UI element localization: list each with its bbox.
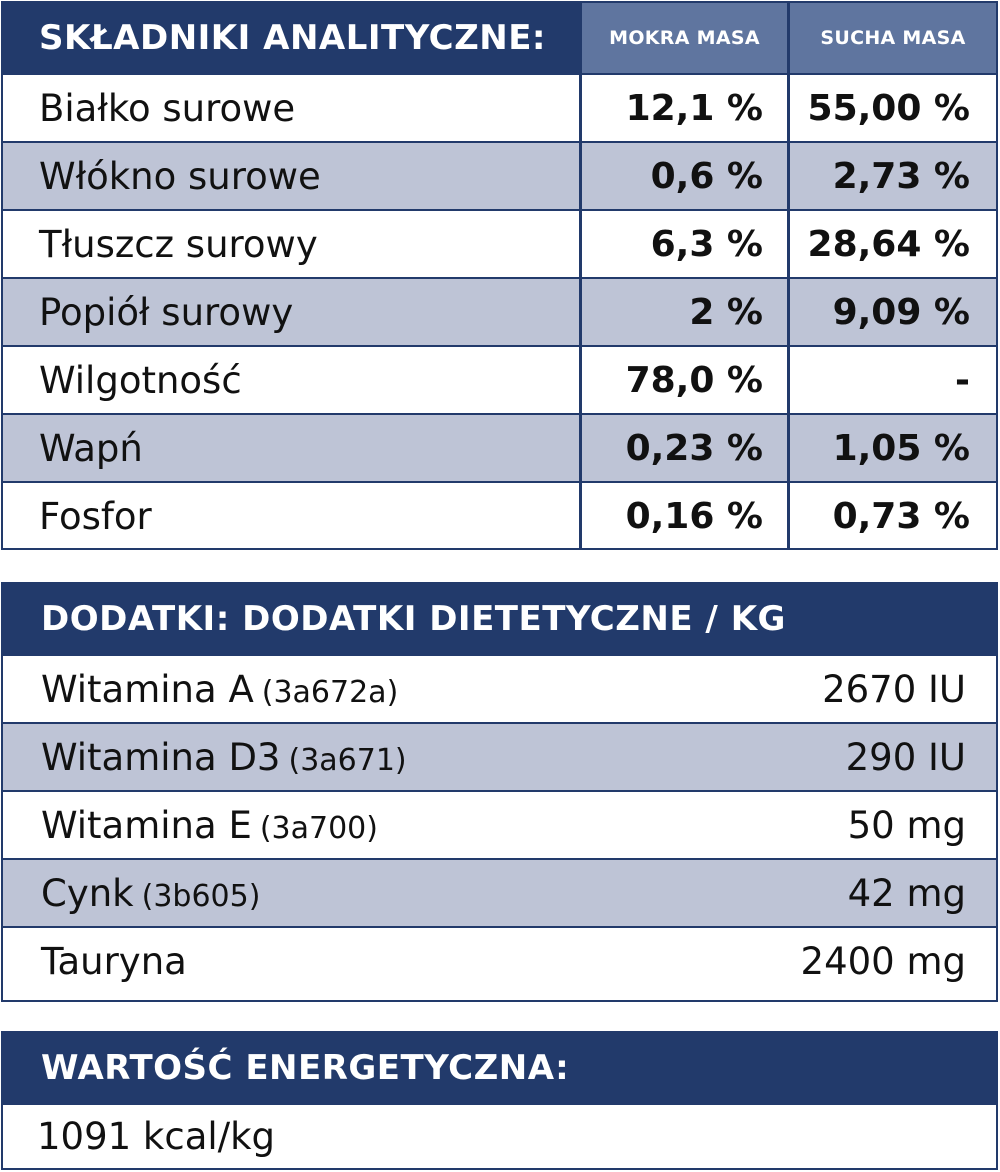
dry-mass-value: - bbox=[787, 347, 996, 413]
constituent-name: Białko surowe bbox=[39, 86, 296, 130]
dry-mass-value: 55,00 % bbox=[787, 75, 996, 141]
constituent-name: Tłuszcz surowy bbox=[39, 222, 318, 266]
additive-label: Cynk (3b605) bbox=[41, 872, 260, 915]
wet-mass-value: 0,6 % bbox=[579, 143, 787, 209]
table-row: Witamina A (3a672a) 2670 IU bbox=[3, 654, 996, 722]
additive-value: 290 IU bbox=[845, 735, 966, 779]
additive-label: Tauryna bbox=[41, 940, 195, 983]
wet-mass-value: 12,1 % bbox=[579, 75, 787, 141]
dry-mass-value: 9,09 % bbox=[787, 279, 996, 345]
constituent-name: Wapń bbox=[39, 426, 143, 470]
additive-code: (3a671) bbox=[288, 742, 407, 778]
table-row: Włókno surowe 0,6 % 2,73 % bbox=[3, 141, 996, 209]
constituent-name: Fosfor bbox=[39, 494, 152, 538]
wet-mass-value: 78,0 % bbox=[579, 347, 787, 413]
additive-name: Witamina D3 bbox=[41, 735, 281, 779]
energy-value-table: WARTOŚĆ ENERGETYCZNA: 1091 kcal/kg bbox=[1, 1031, 998, 1170]
additive-code: (3a700) bbox=[259, 810, 378, 846]
energy-table-title: WARTOŚĆ ENERGETYCZNA: bbox=[3, 1033, 996, 1103]
additive-name: Tauryna bbox=[41, 939, 187, 983]
constituent-name: Włókno surowe bbox=[39, 154, 321, 198]
dry-mass-value: 0,73 % bbox=[787, 483, 996, 549]
column-header-dry-mass: SUCHA MASA bbox=[787, 3, 996, 73]
additive-value: 50 mg bbox=[847, 803, 966, 847]
additive-value: 2670 IU bbox=[822, 667, 966, 711]
table-row: Tłuszcz surowy 6,3 % 28,64 % bbox=[3, 209, 996, 277]
table-row: Wilgotność 78,0 % - bbox=[3, 345, 996, 413]
column-header-wet-mass: MOKRA MASA bbox=[579, 3, 787, 73]
dry-mass-value: 28,64 % bbox=[787, 211, 996, 277]
additive-code: (3a672a) bbox=[261, 674, 399, 710]
table-row: Białko surowe 12,1 % 55,00 % bbox=[3, 73, 996, 141]
table-row: Tauryna 2400 mg bbox=[3, 926, 996, 994]
analytical-table-header: SKŁADNIKI ANALITYCZNE: MOKRA MASA SUCHA … bbox=[3, 3, 996, 73]
additive-code: (3b605) bbox=[141, 878, 261, 914]
additive-label: Witamina E (3a700) bbox=[41, 804, 378, 847]
table-row: Witamina D3 (3a671) 290 IU bbox=[3, 722, 996, 790]
wet-mass-value: 2 % bbox=[579, 279, 787, 345]
table-row: Cynk (3b605) 42 mg bbox=[3, 858, 996, 926]
wet-mass-value: 0,23 % bbox=[579, 415, 787, 481]
table-row: Wapń 0,23 % 1,05 % bbox=[3, 413, 996, 481]
table-row: Witamina E (3a700) 50 mg bbox=[3, 790, 996, 858]
additive-value: 42 mg bbox=[847, 871, 966, 915]
additive-label: Witamina A (3a672a) bbox=[41, 668, 398, 711]
dry-mass-value: 1,05 % bbox=[787, 415, 996, 481]
additive-name: Witamina A bbox=[41, 667, 254, 711]
additives-table: DODATKI: DODATKI DIETETYCZNE / KG Witami… bbox=[1, 582, 998, 1002]
table-row: Popiół surowy 2 % 9,09 % bbox=[3, 277, 996, 345]
constituent-name: Popiół surowy bbox=[39, 290, 294, 334]
analytical-constituents-table: SKŁADNIKI ANALITYCZNE: MOKRA MASA SUCHA … bbox=[1, 1, 998, 550]
additive-label: Witamina D3 (3a671) bbox=[41, 736, 407, 779]
wet-mass-value: 6,3 % bbox=[579, 211, 787, 277]
energy-value: 1091 kcal/kg bbox=[3, 1103, 996, 1168]
wet-mass-value: 0,16 % bbox=[579, 483, 787, 549]
analytical-table-title: SKŁADNIKI ANALITYCZNE: bbox=[39, 18, 547, 58]
table-row: Fosfor 0,16 % 0,73 % bbox=[3, 481, 996, 549]
additive-name: Cynk bbox=[41, 871, 134, 915]
additive-value: 2400 mg bbox=[800, 939, 966, 983]
additive-name: Witamina E bbox=[41, 803, 252, 847]
constituent-name: Wilgotność bbox=[39, 358, 242, 402]
additives-table-title: DODATKI: DODATKI DIETETYCZNE / KG bbox=[3, 584, 996, 654]
dry-mass-value: 2,73 % bbox=[787, 143, 996, 209]
